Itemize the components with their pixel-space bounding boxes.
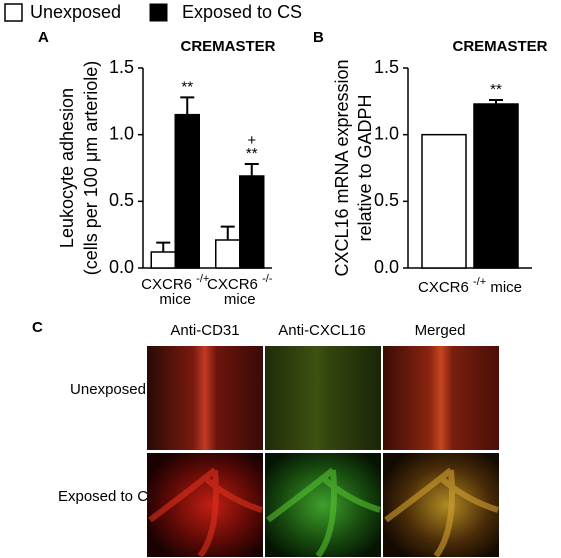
y-tick-label: 1.5 [109, 57, 134, 77]
y-tick-label: 1.0 [109, 123, 134, 143]
bar [473, 103, 519, 269]
y-tick-label: 0.5 [109, 190, 134, 210]
legend-swatch [4, 3, 23, 22]
y-tick-label: 0.5 [374, 190, 399, 210]
panel-label: B [313, 29, 324, 46]
y-tick-label: 0.0 [109, 257, 134, 277]
micrograph [383, 346, 499, 450]
x-tick-label: CXCR6 -/+ mice [418, 276, 522, 296]
bar [150, 251, 176, 269]
legend-label: Unexposed [30, 2, 121, 22]
chart-title: CREMASTER [180, 38, 275, 55]
x-tick-label: CXCR6 -/-mice [207, 273, 273, 308]
vessel [148, 467, 263, 558]
row-label: Unexposed [70, 381, 146, 398]
bar [174, 113, 200, 269]
y-axis-label: relative to GADPH [355, 94, 375, 241]
significance-label: ** [181, 78, 193, 95]
y-tick-label: 1.0 [374, 123, 399, 143]
y-axis-label: (cells per 100 μm arteriole) [81, 61, 101, 275]
vessel [266, 467, 381, 558]
row-label: Exposed to CS [58, 488, 158, 505]
legend-swatch [149, 3, 168, 22]
legend-label: Exposed to CS [182, 2, 302, 22]
column-label: Merged [415, 322, 466, 339]
error-bar [180, 96, 195, 115]
column-label: Anti-CD31 [170, 322, 239, 339]
y-tick-label: 0.0 [374, 257, 399, 277]
panel-label: C [32, 319, 43, 336]
significance-label: ** [490, 81, 502, 98]
image-panel: C Anti-CD31 Anti-CXCL16 Merged Unexposed… [32, 319, 499, 558]
y-axis-label: Leukocyte adhesion [57, 88, 77, 248]
significance-label: + [247, 132, 256, 149]
chart-title: CREMASTER [452, 38, 547, 55]
panel-label: A [38, 29, 49, 46]
vessel [384, 467, 499, 558]
micrograph [147, 346, 263, 450]
error-bar [156, 241, 171, 252]
bar [421, 133, 467, 269]
micrograph [265, 346, 381, 450]
error-bar [220, 225, 235, 240]
significance-label: ** [246, 145, 258, 162]
legend: Unexposed Exposed to CS [4, 2, 302, 22]
y-axis-label: CXCL16 mRNA expression [332, 59, 352, 276]
column-label: Anti-CXCL16 [278, 322, 366, 339]
y-tick-label: 1.5 [374, 57, 399, 77]
bar [239, 175, 265, 269]
bar [215, 239, 241, 269]
error-bar [244, 163, 259, 176]
x-tick-label: CXCR6 -/+ mice [141, 273, 209, 308]
